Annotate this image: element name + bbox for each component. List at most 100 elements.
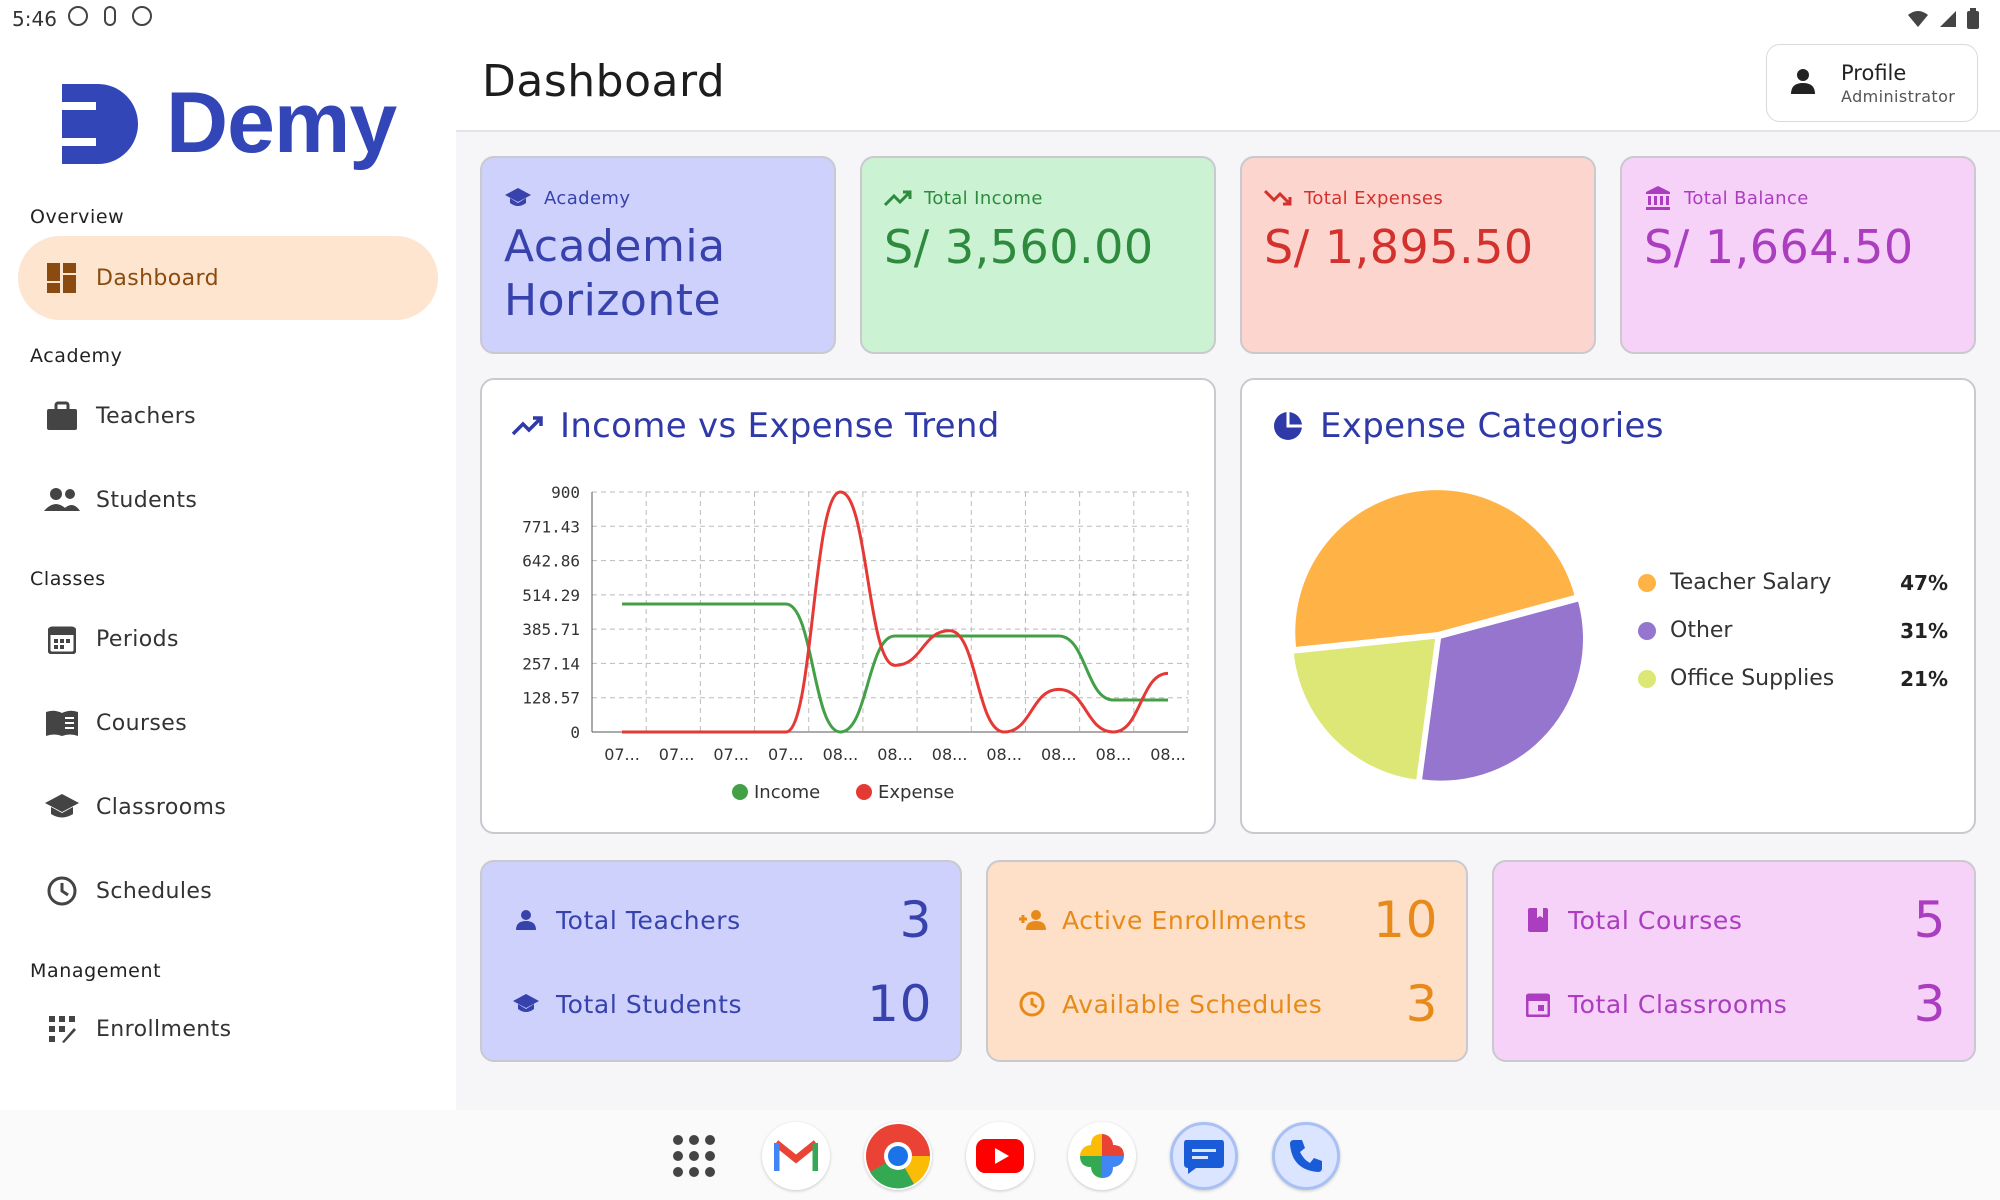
battery-icon <box>1967 8 1979 29</box>
messages-icon[interactable] <box>1170 1122 1238 1190</box>
x-tick-label: 08... <box>1041 745 1077 764</box>
legend-label: Office Supplies <box>1670 666 1835 691</box>
profile-role: Administrator <box>1841 86 1956 106</box>
summary-row-total-teachers[interactable]: Total Teachers 3 <box>512 890 932 950</box>
apps-icon[interactable] <box>672 1134 724 1182</box>
summary-row-active-enrollments[interactable]: Active Enrollments 10 <box>1018 890 1438 950</box>
person-icon <box>1789 67 1829 99</box>
app-logo[interactable]: Demy <box>62 74 397 173</box>
status-icons <box>68 6 152 26</box>
dashboard-icon <box>42 258 82 298</box>
summary-label: Total Teachers <box>556 905 741 935</box>
chrome-icon[interactable] <box>864 1122 932 1190</box>
summary-value: 5 <box>1913 891 1946 949</box>
stat-label: Total Income <box>924 187 1043 209</box>
pie-slice-group <box>1293 638 1436 780</box>
sidebar-item-classrooms[interactable]: Classrooms <box>18 765 438 849</box>
legend-dot <box>1638 573 1656 592</box>
pie-legend-item: Teacher Salary 47% <box>1638 570 1948 595</box>
bank-icon <box>1644 184 1672 212</box>
expense-categories-panel: Expense Categories Teacher Salary 47% Othe… <box>1240 378 1976 834</box>
panel-title: Income vs Expense Trend <box>510 406 1000 446</box>
pie-icon <box>1270 408 1306 444</box>
summary-label: Active Enrollments <box>1062 905 1308 935</box>
x-tick-label: 07... <box>659 745 695 764</box>
legend-percent: 21% <box>1900 666 1948 691</box>
panel-title: Expense Categories <box>1270 406 1664 446</box>
app-name: Demy <box>166 75 397 171</box>
summary-value: 3 <box>899 891 932 949</box>
summary-row-total-classrooms[interactable]: Total Classrooms 3 <box>1524 974 1946 1034</box>
legend-dot <box>1638 669 1656 688</box>
x-tick-label: 08... <box>1150 745 1186 764</box>
summary-row-total-students[interactable]: Total Students 10 <box>512 974 932 1034</box>
pie-slice-group <box>1295 490 1575 647</box>
y-tick-label: 514.29 <box>522 586 580 605</box>
sidebar-item-label: Students <box>96 487 198 513</box>
stat-card-academy[interactable]: Academy Academia Horizonte <box>480 156 836 354</box>
profile-button[interactable]: Profile Administrator <box>1766 44 1978 122</box>
sidebar-item-courses[interactable]: Courses <box>18 681 438 765</box>
sidebar-item-teachers[interactable]: Teachers <box>18 374 438 458</box>
profile-name: Profile <box>1841 60 1907 85</box>
legend-dot <box>1638 621 1656 640</box>
stat-card-total-income[interactable]: Total Income S/ 3,560.00 <box>860 156 1216 354</box>
sidebar-item-label: Classrooms <box>96 794 227 820</box>
summary-row-total-courses[interactable]: Total Courses 5 <box>1524 890 1946 950</box>
photos-icon[interactable] <box>1068 1122 1136 1190</box>
section-management: Management <box>30 960 162 982</box>
sidebar-item-enrollments[interactable]: Enrollments <box>18 987 438 1071</box>
school-icon <box>512 990 540 1018</box>
trend-up-icon <box>510 408 546 444</box>
pie-slice-group <box>1422 601 1584 781</box>
stat-value: S/ 1,664.50 <box>1644 220 1914 274</box>
trend-chart: 0 128.57 257.14 385.71 514.29 642.86 771.43 900… <box>522 483 1189 803</box>
stat-card-total-balance[interactable]: Total Balance S/ 1,664.50 <box>1620 156 1976 354</box>
summary-card-courses: Total Courses 5 Total Classrooms 3 <box>1492 860 1976 1062</box>
stat-value: S/ 1,895.50 <box>1264 220 1534 274</box>
school-icon <box>42 787 82 827</box>
stat-value: Academia Horizonte <box>504 221 726 326</box>
phone-icon[interactable] <box>1272 1122 1340 1190</box>
legend-dot <box>856 784 872 800</box>
stat-header: Total Expenses <box>1264 184 1443 212</box>
bookmark-icon <box>1524 906 1552 934</box>
gmail-icon[interactable] <box>762 1122 830 1190</box>
summary-card-people: Total Teachers 3 Total Students 10 <box>480 860 962 1062</box>
trend-up-icon <box>884 184 912 212</box>
x-tick-label: 08... <box>877 745 913 764</box>
sidebar-item-periods[interactable]: Periods <box>18 597 438 681</box>
status-bar: 5:46 <box>0 0 2000 36</box>
stat-label: Academy <box>544 187 631 209</box>
pie-slice-other <box>1422 601 1584 781</box>
x-tick-label: 07... <box>713 745 749 764</box>
sidebar-item-dashboard[interactable]: Dashboard <box>18 236 438 320</box>
y-tick-label: 128.57 <box>522 689 580 708</box>
stat-header: Total Income <box>884 184 1043 212</box>
mic-icon <box>104 6 116 26</box>
stat-card-total-expenses[interactable]: Total Expenses S/ 1,895.50 <box>1240 156 1596 354</box>
summary-row-available-schedules[interactable]: Available Schedules 3 <box>1018 974 1438 1034</box>
top-bar: Dashboard Profile Administrator <box>456 36 2000 132</box>
pie-slice-teacher-salary <box>1295 490 1575 647</box>
legend-percent: 31% <box>1900 618 1948 643</box>
sidebar-item-schedules[interactable]: Schedules <box>18 849 438 933</box>
pie-slice-office-supplies <box>1293 638 1436 780</box>
summary-label: Total Classrooms <box>1568 989 1788 1019</box>
sidebar: Demy Overview Dashboard Academy Teachers… <box>0 36 456 1110</box>
trend-down-icon <box>1264 184 1292 212</box>
expenses-title: Expense Categories <box>1320 406 1664 446</box>
stat-header: Academy <box>504 184 630 212</box>
income-expense-trend-panel: Income vs Expense Trend 0 128.57 257.14 385… <box>480 378 1216 834</box>
sidebar-item-label: Schedules <box>96 878 213 904</box>
youtube-icon[interactable] <box>966 1122 1034 1190</box>
y-tick-label: 385.71 <box>522 620 580 639</box>
sidebar-item-students[interactable]: Students <box>18 458 438 542</box>
stat-header: Total Balance <box>1644 184 1809 212</box>
legend-label: Teacher Salary <box>1670 570 1832 595</box>
page-title: Dashboard <box>482 56 726 107</box>
pie-chart <box>1293 490 1584 781</box>
stat-label: Total Balance <box>1684 187 1809 209</box>
summary-value: 3 <box>1913 975 1946 1033</box>
